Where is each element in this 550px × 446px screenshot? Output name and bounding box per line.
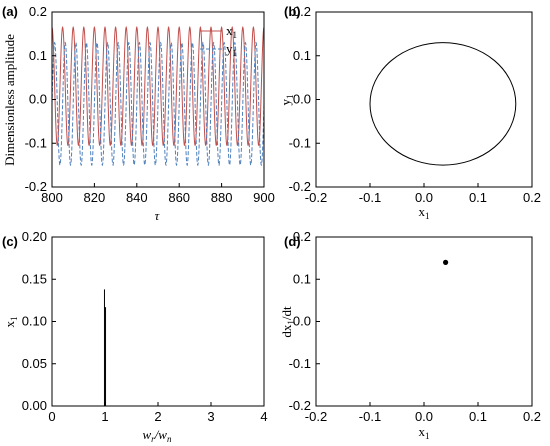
- panel-d-frame: [315, 236, 533, 407]
- panel-c-x-tick-label: 4: [260, 409, 267, 424]
- panel-a-y-tick-label: 0.1: [29, 48, 47, 63]
- panel-c-y-tick-label: 0.00: [22, 398, 47, 413]
- panel-d: (d) -0.2 -0.1 0.0 0.1 0.2 -0.2 -0.1 0.0 0.1 0.2 x…: [279, 229, 541, 441]
- panel-d-x-tick-label: -0.2: [305, 409, 327, 424]
- panel-b-y-tick-label: 0.0: [293, 92, 311, 107]
- panel-d-y-tick-label: 0.0: [293, 314, 311, 329]
- panel-a-x-tick-label: 860: [168, 190, 190, 205]
- legend-label-y1: y1: [226, 41, 237, 58]
- panel-a-x-tick-label: 820: [84, 190, 106, 205]
- panel-c-frame: [51, 236, 265, 407]
- panel-d-x-tick-label: -0.1: [359, 409, 381, 424]
- panel-b-x-tick-label: 0.1: [469, 190, 487, 205]
- panel-d-y-axis-label: dx1/dt: [279, 306, 296, 338]
- panel-b-x-tick-label: 0.0: [415, 190, 433, 205]
- panel-b-x-tick-label: -0.2: [305, 190, 327, 205]
- panel-a: (a) 800 820 840 860 880 900-0.2-0.10.00.10.2 …: [2, 4, 275, 223]
- panel-b-x-tick-label: 0.2: [523, 190, 541, 205]
- panel-d-y-tick-label: 0.1: [293, 271, 311, 286]
- panel-c-y-axis-label: x1: [2, 317, 19, 328]
- panel-c-y-tick-label: 0.10: [22, 314, 47, 329]
- panel-c-x-tick-label: 2: [154, 409, 161, 424]
- panel-c-x-tick-label: 0: [48, 409, 55, 424]
- panel-b-x-tick-label: -0.1: [359, 190, 381, 205]
- panel-d-x-tick-label: 0.1: [469, 409, 487, 424]
- panel-d-y-tick-label: -0.1: [289, 356, 311, 371]
- series-line-x1: [51, 26, 265, 146]
- panel-a-x-tick-label: 900: [253, 190, 275, 205]
- panel-b-y-tick-label: -0.2: [289, 179, 311, 194]
- panel-c-label: (c): [2, 234, 18, 249]
- panel-c: (c) 0 1 2 3 4 0.00 0.05 0.10 0.15 0.20 wr/wn x1: [2, 229, 268, 444]
- series-line-y1: [51, 41, 265, 167]
- panel-c-x-tick-label: 1: [101, 409, 108, 424]
- panel-b-y-axis-label: y1: [278, 95, 295, 106]
- panel-d-y-tick-label: -0.2: [289, 398, 311, 413]
- panel-a-label: (a): [2, 4, 18, 19]
- orbit-curve: [369, 42, 517, 166]
- panel-d-y-tick-label: 0.2: [293, 229, 311, 244]
- panel-b-x-axis-label: x1: [419, 204, 430, 221]
- panel-c-y-tick-label: 0.15: [22, 271, 47, 286]
- panel-d-x-tick-label: 0.2: [523, 409, 541, 424]
- panel-c-x-axis-label: wr/wn: [143, 427, 172, 444]
- panel-d-x-tick-label: 0.0: [415, 409, 433, 424]
- panel-b-y-tick-label: -0.1: [289, 135, 311, 150]
- panel-a-x-axis-label: τ: [155, 208, 161, 223]
- panel-a-x-tick-label: 840: [126, 190, 148, 205]
- panel-a-y-tick-label: -0.1: [25, 135, 47, 150]
- panel-a-y-tick-label: -0.2: [25, 179, 47, 194]
- panel-b-label: (b): [284, 4, 301, 19]
- panel-c-x-tick-label: 3: [207, 409, 214, 424]
- panel-a-y-tick-label: 0.0: [29, 92, 47, 107]
- panel-a-y-axis-label: Dimensionless amplitude: [2, 34, 17, 166]
- legend-label-x1: x1: [226, 23, 237, 40]
- panel-a-y-tick-label: 0.2: [29, 4, 47, 19]
- panel-d-label: (d): [284, 234, 301, 249]
- panel-a-x-tick-label: 880: [211, 190, 233, 205]
- panel-b-y-tick-label: 0.1: [293, 48, 311, 63]
- panel-c-y-tick-label: 0.05: [22, 356, 47, 371]
- panel-b: (b) -0.2 -0.1 0.0 0.1 0.2 -0.2 -0.1 0.0 0.1 0.2 x…: [278, 4, 541, 221]
- panel-c-y-tick-label: 0.20: [22, 229, 47, 244]
- panel-a-x-tick-label: 800: [41, 190, 63, 205]
- panel-d-x-axis-label: x1: [419, 424, 430, 441]
- panel-b-frame: [315, 11, 533, 188]
- panel-b-y-tick-label: 0.2: [293, 4, 311, 19]
- poincare-point: [443, 259, 449, 265]
- panel-a-legend: x1 y1: [200, 23, 237, 58]
